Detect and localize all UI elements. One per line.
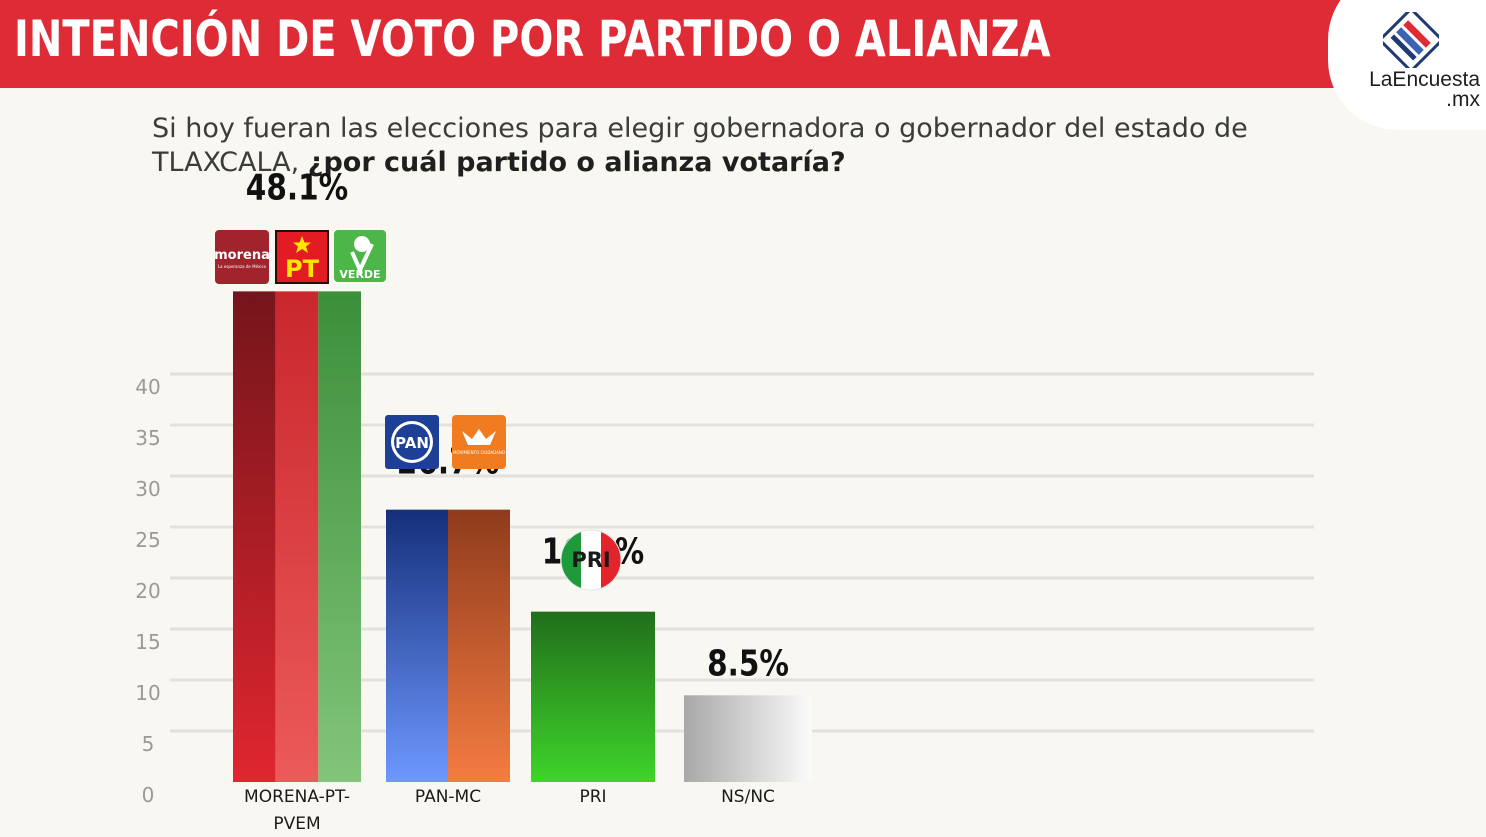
bar-pt [275, 291, 319, 782]
pt-logo-text: PT [285, 255, 320, 283]
brand-mark-icon [1383, 12, 1439, 68]
survey-question: Si hoy fueran las elecciones para elegir… [152, 112, 1362, 180]
bar-pri [531, 611, 655, 782]
question-text: Si hoy fueran las elecciones para elegir… [152, 113, 1248, 178]
morena-logo: morena La esperanza de México [214, 230, 270, 284]
x-category-label: PAN-MC [415, 787, 481, 807]
y-tick-label: 20 [135, 579, 160, 603]
x-category-label: PRI [579, 787, 606, 807]
mc-logo: MOVIMIENTO CIUDADANO [452, 415, 506, 469]
verde-logo-text: VERDE [339, 268, 380, 281]
star-icon [293, 236, 311, 253]
value-label: 48.1% [246, 165, 348, 208]
y-tick-label: 15 [135, 630, 160, 654]
brand-name: LaEncuesta .mx [1350, 68, 1480, 111]
brand-logo: LaEncuesta .mx [1328, 0, 1486, 130]
pri-logo-text: PRI [571, 548, 610, 572]
bar-nsnc [684, 695, 812, 782]
y-tick-label: 10 [135, 681, 160, 705]
page-title: INTENCIÓN DE VOTO POR PARTIDO O ALIANZA [14, 10, 1051, 68]
pan-logo: PAN [385, 415, 439, 469]
y-tick-label: 40 [135, 375, 160, 399]
eagle-icon [462, 429, 496, 445]
x-category-label: PVEM [273, 814, 320, 834]
morena-logo-text: morena [214, 248, 270, 263]
header-bar [0, 0, 1486, 88]
morena-logo-tagline: La esperanza de México [218, 264, 267, 269]
pan-logo-text: PAN [395, 434, 429, 452]
toucan-icon [354, 236, 370, 252]
value-label: 8.5% [707, 641, 789, 684]
pri-logo: PRI [560, 529, 622, 591]
y-tick-label: 0 [142, 783, 155, 807]
y-tick-label: 25 [135, 528, 160, 552]
bar-mc [448, 509, 510, 782]
bar-verde [318, 291, 361, 782]
question-bold-text: ¿por cuál partido o alianza votaría? [307, 147, 846, 178]
y-tick-label: 35 [135, 426, 160, 450]
verde-logo: VERDE [334, 230, 386, 282]
mc-logo-text: MOVIMIENTO CIUDADANO [453, 450, 505, 455]
pt-logo: PT [275, 230, 329, 284]
brand-name-line1: LaEncuesta [1369, 68, 1480, 91]
brand-name-line2: .mx [1446, 88, 1480, 111]
x-category-label: NS/NC [721, 787, 775, 807]
y-tick-label: 5 [142, 732, 155, 756]
bar-morena [233, 291, 276, 782]
bar-pan [386, 509, 448, 782]
x-category-label: MORENA-PT- [244, 787, 350, 807]
y-tick-label: 30 [135, 477, 160, 501]
